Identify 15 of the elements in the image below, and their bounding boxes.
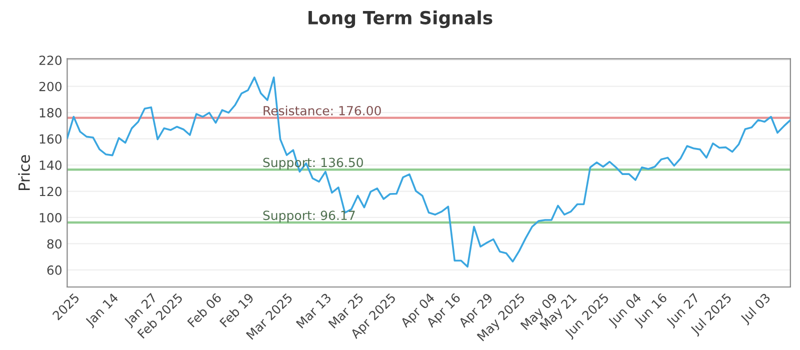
y-tick-label: 140 [40,160,62,170]
y-tick-label: 60 [47,265,62,275]
y-tick-label: 200 [39,82,62,92]
y-tick-label: 160 [40,134,62,144]
y-tick-label: 180 [40,108,62,118]
x-tick-label: Jul 03 [739,292,772,326]
y-axis-title: Price [18,155,30,190]
y-tick-label: 100 [40,212,62,222]
y-tick-label: 220 [39,56,62,66]
ref-line-label: Support: 96.17 [263,210,355,223]
line-series [67,76,790,268]
chart-title: Long Term Signals [308,10,492,28]
y-tick-label: 120 [40,186,62,196]
y-tick-label: 80 [47,239,62,249]
x-tick-label: Jan 14 [84,292,120,328]
